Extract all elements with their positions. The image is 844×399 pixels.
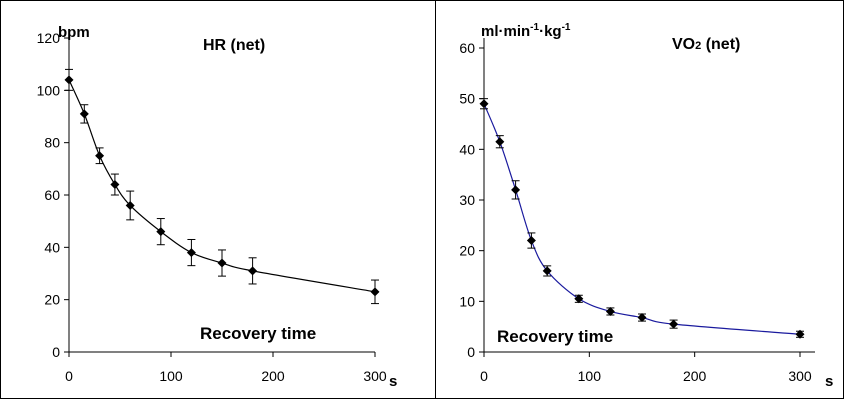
vo2-marker [542,266,552,276]
vo2-y-tick-label: 40 [459,141,475,157]
hr-marker [79,109,89,119]
vo2-x-ticks: 0 100 200 300 [480,352,812,384]
vo2-y-label-part: ·kg [539,23,562,40]
vo2-x-tick-label: 100 [578,368,602,384]
hr-y-tick-label: 40 [44,239,60,255]
vo2-data-point [495,135,505,149]
hr-data-point [217,249,227,277]
vo2-data-point [795,329,805,339]
vo2-data-point [511,180,521,200]
vo2-marker [605,306,615,316]
hr-x-ticks: 0 100 200 300 [65,352,387,384]
vo2-y-tick-label: 10 [459,293,475,309]
vo2-x-tick-label: 300 [788,368,812,384]
hr-y-label: bpm [58,24,90,41]
hr-marker [125,200,135,210]
hr-y-tick-label: 0 [52,344,60,360]
vo2-title-main: VO [672,36,695,53]
vo2-y-ticks: 0 10 20 30 40 50 60 [459,40,484,360]
hr-annotation: Recovery time [200,324,316,343]
hr-data-point [125,190,135,221]
hr-x-tick-label: 200 [261,368,285,384]
vo2-marker [637,313,647,323]
hr-data-point [186,238,196,267]
hr-marker [370,287,380,297]
hr-x-label: s [389,373,397,390]
vo2-points [479,98,805,339]
hr-y-tick-label: 100 [37,82,61,98]
hr-marker [95,151,105,161]
vo2-data-point [669,319,679,329]
hr-data-point [110,173,120,196]
vo2-y-label-sup: -1 [530,22,539,33]
vo2-y-label-part: ml·min [481,23,530,40]
vo2-y-tick-label: 30 [459,192,475,208]
hr-points [64,68,380,305]
hr-y-ticks: 0 20 40 60 80 100 120 [37,30,69,360]
hr-x-tick-label: 100 [159,368,183,384]
hr-x-tick-label: 300 [363,368,387,384]
vo2-marker [511,185,521,195]
vo2-annotation: Recovery time [497,327,613,346]
vo2-data-point [526,232,536,249]
hr-data-point [248,257,258,285]
hr-marker [186,248,196,258]
vo2-title-rest: (net) [701,36,740,53]
vo2-title: VO2 (net) [672,36,740,53]
vo2-x-tick-label: 200 [683,368,707,384]
vo2-marker [479,99,489,109]
vo2-x-tick-label: 0 [480,368,488,384]
hr-data-point [64,68,74,91]
vo2-title-sub: 2 [695,40,701,52]
hr-y-tick-label: 120 [37,30,61,46]
vo2-marker [795,329,805,339]
vo2-data-point [637,313,647,323]
vo2-y-tick-label: 60 [459,40,475,56]
hr-data-point [79,104,89,124]
hr-marker [110,180,120,190]
vo2-y-label-sup: -1 [562,22,571,33]
vo2-data-point [605,306,615,316]
vo2-marker [526,236,536,246]
vo2-y-label: ml·min-1·kg-1 [481,22,571,40]
vo2-data-point [542,265,552,277]
hr-marker [248,266,258,276]
hr-data-point [95,147,105,165]
hr-y-tick-label: 80 [44,135,60,151]
hr-marker [64,75,74,85]
vo2-data-point [574,294,584,304]
vo2-y-tick-label: 20 [459,243,475,259]
vo2-marker [574,294,584,304]
vo2-x-label: s [825,373,833,390]
hr-data-point [370,279,380,305]
hr-data-point [156,218,166,246]
hr-marker [217,258,227,268]
vo2-y-tick-label: 0 [467,344,475,360]
hr-title: HR (net) [203,37,265,54]
vo2-marker [495,137,505,147]
vo2-series-line [483,103,801,335]
hr-marker [156,227,166,237]
vo2-data-point [479,98,489,110]
vo2-marker [669,319,679,329]
vo2-y-tick-label: 50 [459,91,475,107]
hr-y-tick-label: 20 [44,292,60,308]
hr-series-line [68,79,376,293]
hr-y-tick-label: 60 [44,187,60,203]
hr-x-tick-label: 0 [65,368,73,384]
